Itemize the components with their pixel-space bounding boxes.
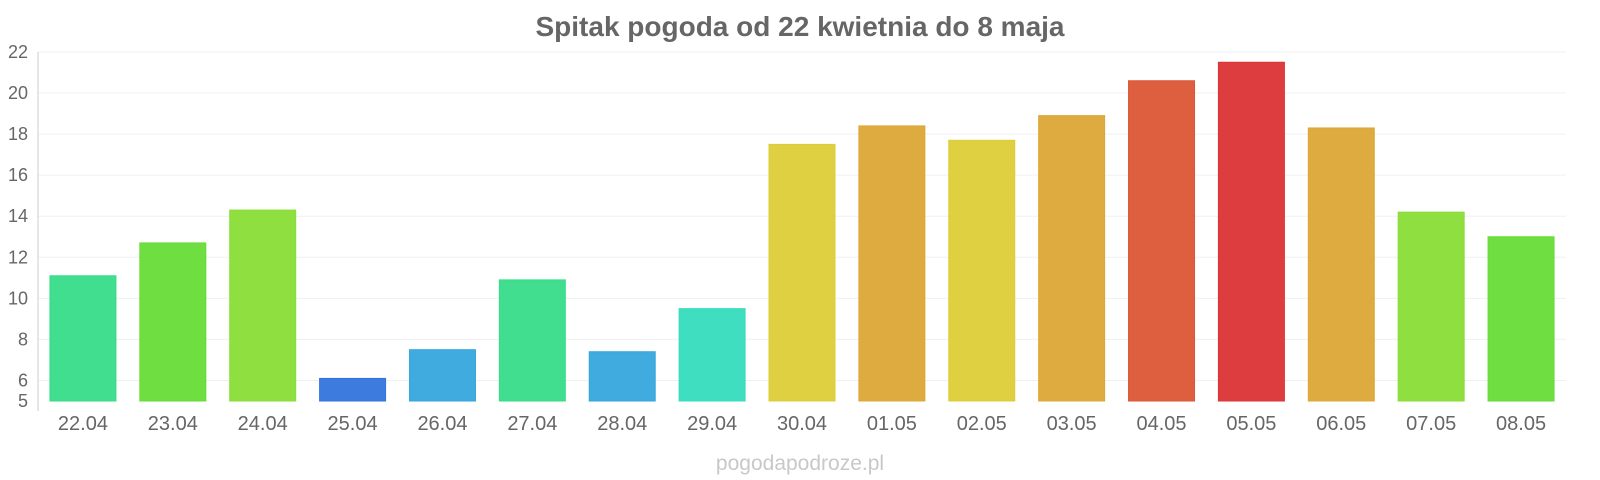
y-tick-label: 12	[8, 247, 28, 267]
y-tick-label: 18	[8, 124, 28, 144]
bar: 28.04: 7.4	[588, 351, 656, 402]
bars: 22.04: 11.1 23.04: 12.7 24.04: 14.3 25.04: …	[49, 61, 1555, 402]
y-tick-label: 6	[18, 370, 28, 390]
x-tick-label: 08.05	[1496, 413, 1546, 435]
x-tick-label: 23.04	[148, 413, 198, 435]
bar: 03.05: 18.9	[1038, 115, 1106, 402]
x-tick-label: 30.04	[777, 413, 827, 435]
bar: 07.05: 14.2	[1397, 211, 1465, 402]
x-tick-label: 22.04	[58, 413, 108, 435]
x-tick-label: 24.04	[238, 413, 288, 435]
y-tick-label: 5	[18, 391, 28, 411]
bar: 26.04: 7.5	[408, 349, 476, 402]
bar: 22.04: 11.1	[49, 275, 117, 402]
x-tick-label: 07.05	[1406, 413, 1456, 435]
bar: 08.05: 13	[1487, 236, 1555, 402]
y-tick-label: 20	[8, 83, 28, 103]
bar: 06.05: 18.3	[1307, 127, 1375, 402]
x-tick-label: 29.04	[687, 413, 737, 435]
bar: 23.04: 12.7	[139, 242, 207, 402]
x-tick-label: 02.05	[957, 413, 1007, 435]
x-tick-label: 01.05	[867, 413, 917, 435]
bar: 25.04: 6.1	[319, 377, 387, 402]
watermark-text: pogodapodroze.pl	[716, 452, 884, 475]
x-tick-label: 26.04	[417, 413, 467, 435]
bar: 24.04: 14.3	[229, 209, 297, 402]
x-tick-label: 04.05	[1136, 413, 1186, 435]
bar: 29.04: 9.5	[678, 308, 746, 402]
x-axis-labels: 22.04 23.04 24.04 25.04 26.04 27.04 28.04 29.04…	[58, 413, 1546, 435]
x-tick-label: 06.05	[1316, 413, 1366, 435]
x-tick-label: 28.04	[597, 413, 647, 435]
y-tick-label: 16	[8, 165, 28, 185]
chart-title: Spitak pogoda od 22 kwietnia do 8 maja	[535, 11, 1064, 42]
y-tick-label: 22	[8, 42, 28, 62]
bar: 30.04: 17.5	[768, 143, 836, 402]
x-tick-label: 27.04	[507, 413, 557, 435]
bar: 27.04: 10.9	[498, 279, 566, 402]
x-tick-label: 25.04	[328, 413, 378, 435]
bar: 05.05: 21.5	[1217, 61, 1285, 402]
y-tick-label: 8	[18, 329, 28, 349]
y-tick-label: 14	[8, 206, 28, 226]
y-axis: 56 8 10 12 14 16 18 20 22	[8, 42, 39, 411]
y-tick-label: 10	[8, 288, 28, 308]
bar: 01.05: 18.4	[858, 125, 926, 402]
bar: 04.05: 20.6	[1128, 80, 1196, 402]
x-tick-label: 03.05	[1047, 413, 1097, 435]
x-tick-label: 05.05	[1226, 413, 1276, 435]
bar: 02.05: 17.7	[948, 139, 1016, 402]
